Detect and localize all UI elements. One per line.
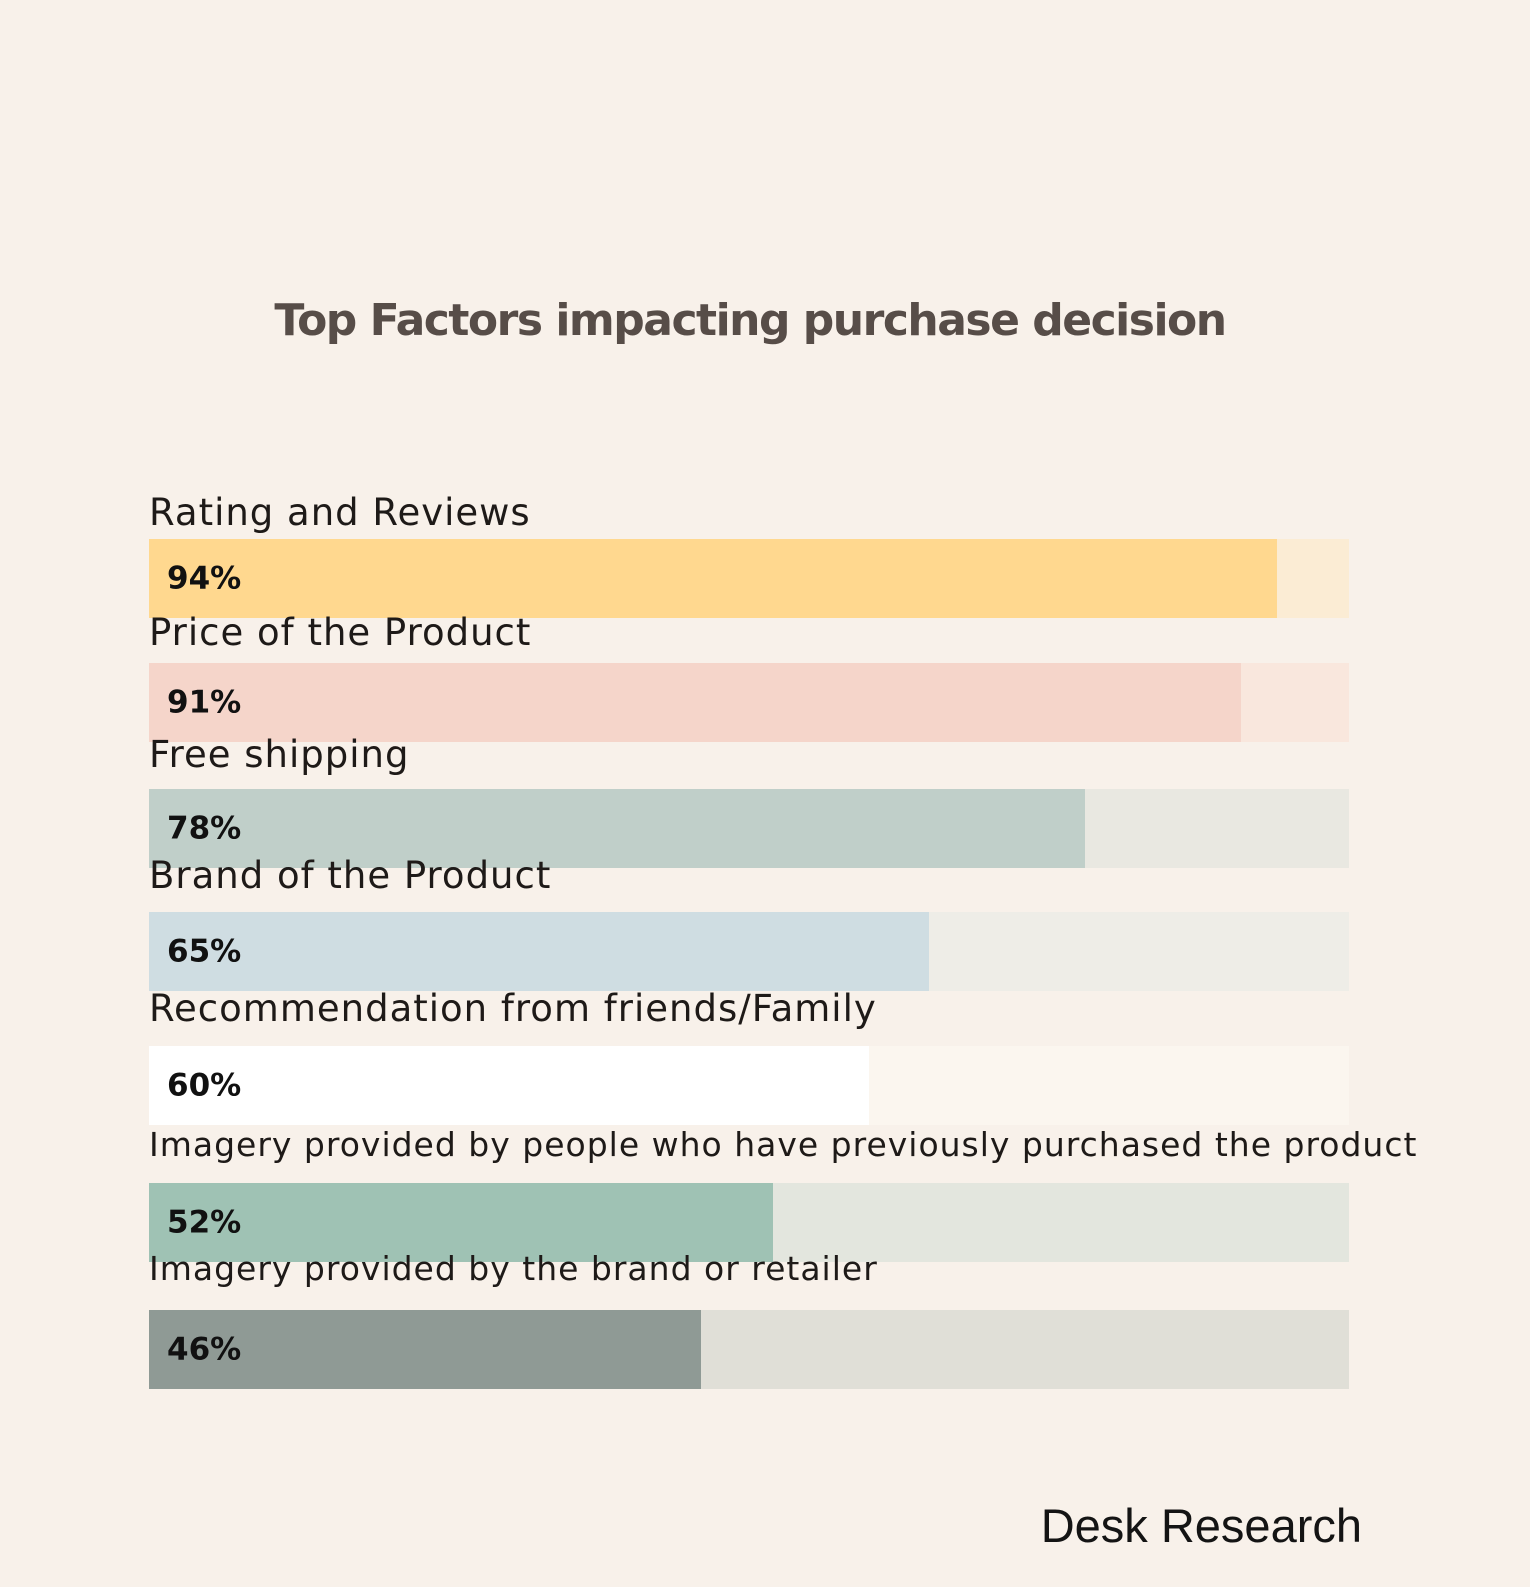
bar-category-label: Price of the Product [149,611,532,654]
bar-value-label: 78% [167,810,242,846]
bar-category-label: Free shipping [149,733,410,776]
bar-track: 91% [149,663,1349,742]
bar-value-label: 60% [167,1067,242,1103]
bar-value-label: 46% [167,1331,242,1367]
bar-value-label: 65% [167,933,242,969]
bar-category-label: Imagery provided by the brand or retaile… [149,1249,878,1288]
bar-category-label: Rating and Reviews [149,491,531,534]
bar-track: 52% [149,1183,1349,1262]
bar [149,1046,869,1125]
bar-track: 65% [149,912,1349,991]
bar [149,1183,773,1262]
bar-track: 94% [149,539,1349,618]
bar-track: 60% [149,1046,1349,1125]
bar [149,539,1277,618]
bar [149,663,1241,742]
chart-title: Top Factors impacting purchase decision [274,295,1227,346]
bar-track: 46% [149,1310,1349,1389]
bar-category-label: Recommendation from friends/Family [149,987,877,1030]
bar-value-label: 91% [167,684,242,720]
source-label: Desk Research [1040,1499,1362,1552]
bar [149,1310,701,1389]
bar-category-label: Imagery provided by people who have prev… [149,1125,1418,1164]
bar-value-label: 52% [167,1204,242,1240]
bar-value-label: 94% [167,560,242,596]
bar-track: 78% [149,789,1349,868]
bar [149,912,929,991]
bar-category-label: Brand of the Product [149,854,552,897]
bar [149,789,1085,868]
